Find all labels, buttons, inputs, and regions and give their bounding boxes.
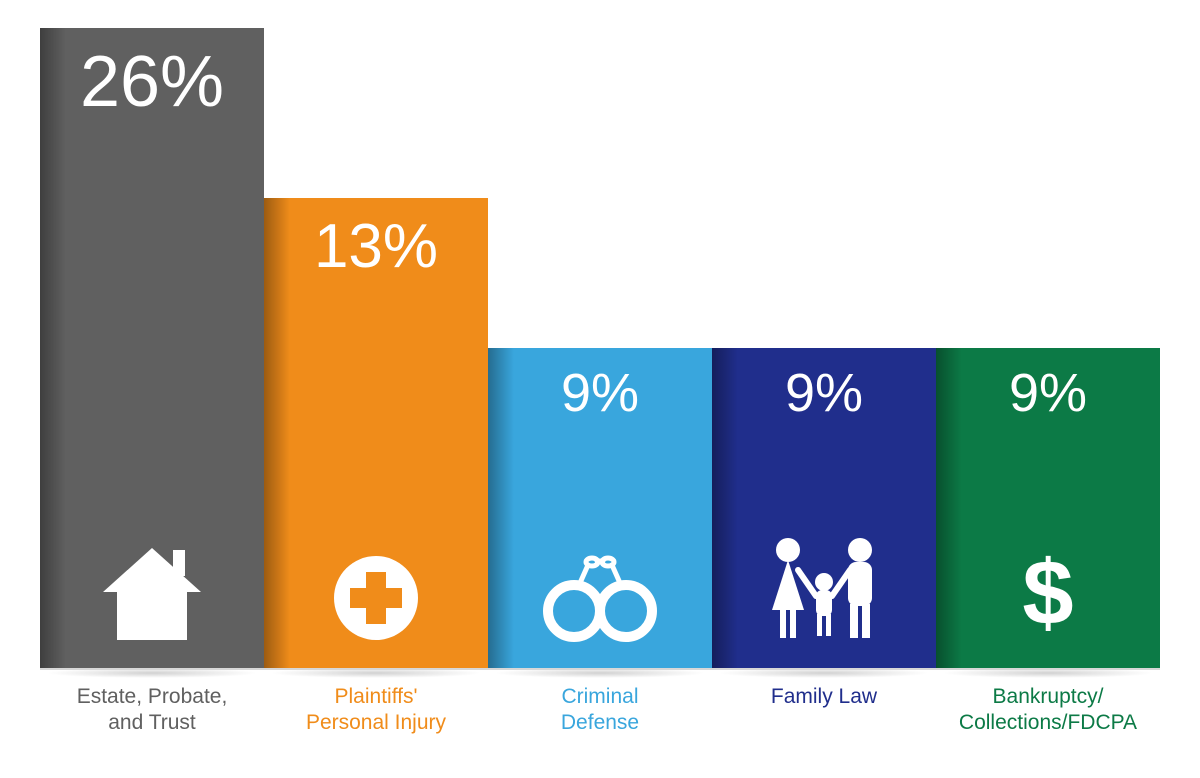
- bar-value-3: 9%: [785, 366, 863, 420]
- bar-wrap-2: 9%: [488, 30, 712, 668]
- bar-family: 9%: [712, 348, 936, 668]
- bar-criminal: 9%: [488, 348, 712, 668]
- bar-value-2: 9%: [561, 366, 639, 420]
- medical-cross-icon: [264, 552, 488, 644]
- bar-value-4: 9%: [1009, 366, 1087, 420]
- bar-value-1: 13%: [314, 216, 438, 278]
- bar-label-1: Plaintiffs' Personal Injury: [264, 684, 488, 737]
- labels-row: Estate, Probate, and Trust Plaintiffs' P…: [40, 684, 1160, 737]
- bar-bankruptcy: 9% $: [936, 348, 1160, 668]
- bars-area: 26% 13%: [40, 30, 1160, 670]
- family-icon: [712, 534, 936, 644]
- bar-wrap-0: 26%: [40, 30, 264, 668]
- bar-estate: 26%: [40, 28, 264, 668]
- bar-value-0: 26%: [80, 46, 224, 118]
- bar-label-3: Family Law: [712, 684, 936, 737]
- handcuffs-icon: [488, 549, 712, 644]
- bar-wrap-3: 9%: [712, 30, 936, 668]
- bar-wrap-4: 9% $: [936, 30, 1160, 668]
- house-icon: [40, 544, 264, 644]
- bar-label-0: Estate, Probate, and Trust: [40, 684, 264, 737]
- bar-label-4: Bankruptcy/ Collections/FDCPA: [936, 684, 1160, 737]
- bar-wrap-1: 13%: [264, 30, 488, 668]
- bar-plaintiffs: 13%: [264, 198, 488, 668]
- svg-text:$: $: [1022, 544, 1073, 644]
- dollar-icon: $: [936, 544, 1160, 644]
- bar-chart: 26% 13%: [40, 30, 1160, 778]
- bar-label-2: Criminal Defense: [488, 684, 712, 737]
